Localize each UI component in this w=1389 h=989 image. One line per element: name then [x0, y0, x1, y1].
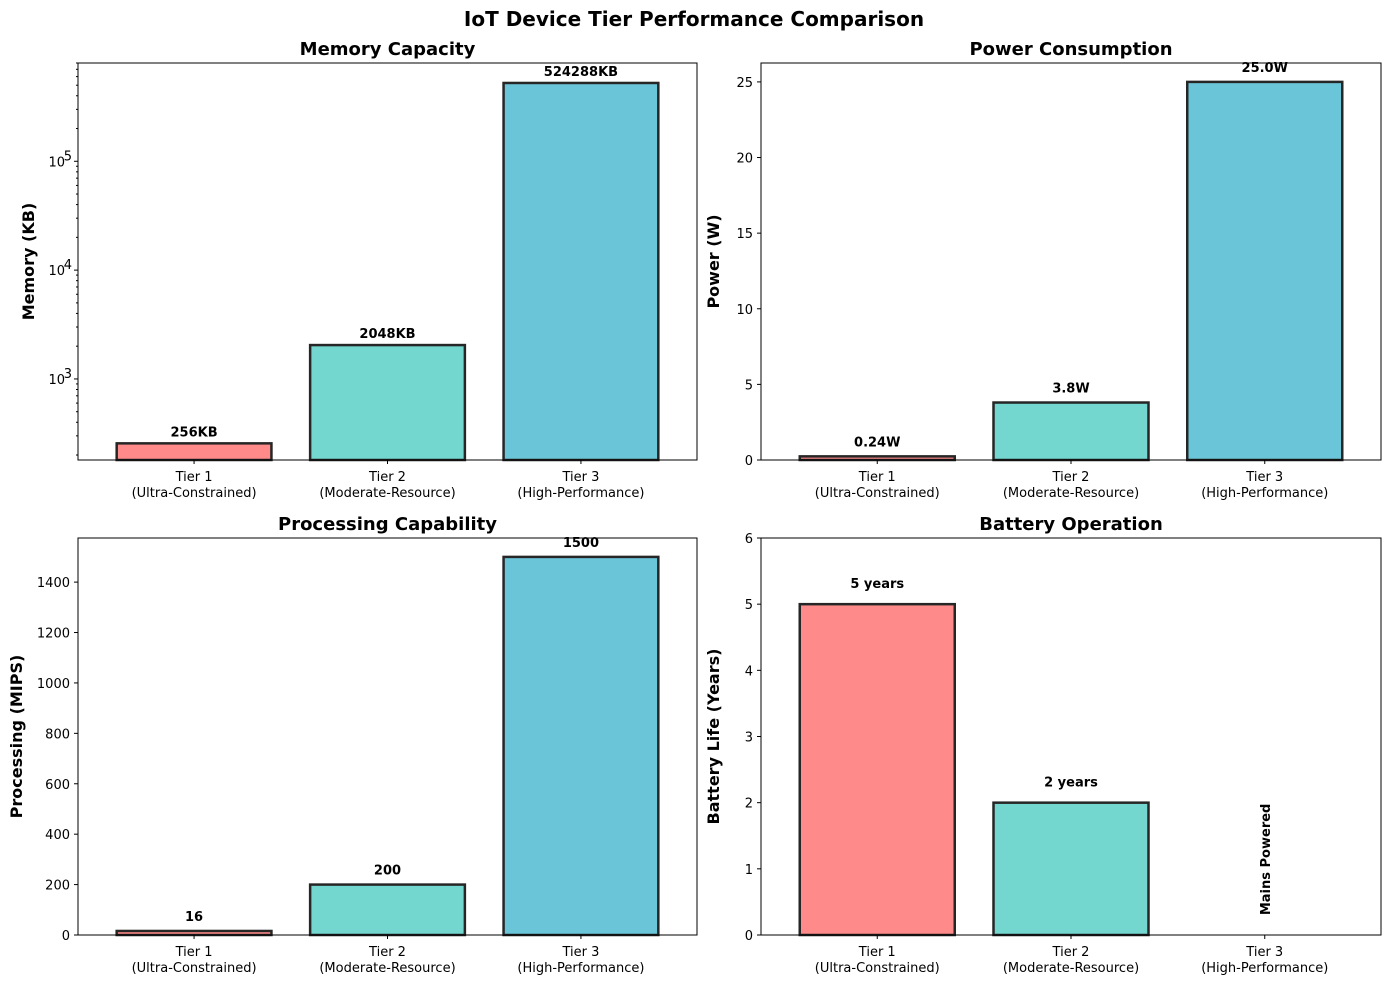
panel-1: Memory Capacity Memory (KB) 256KB Tier 1(Ul… [19, 39, 698, 501]
y-tick-label: 20 [736, 152, 753, 167]
panel-2: Power Consumption Power (W) 0.24W Tier 1(Ul… [704, 39, 1382, 501]
bar-1 [115, 929, 273, 937]
value-label: 2 years [1044, 776, 1098, 791]
axes-frame [77, 62, 698, 461]
x-tick-label: (High-Performance) [1201, 486, 1328, 501]
x-tick-label: (Ultra-Constrained) [132, 486, 257, 501]
y-tick-label: 4 [745, 664, 753, 679]
value-label: 524288KB [544, 65, 618, 80]
y-tick-label: 0 [745, 929, 753, 944]
y-tick-label: 3 [745, 731, 753, 746]
panel-title: Memory Capacity [300, 39, 476, 60]
y-tick-label: 15 [736, 227, 753, 242]
y-tick-label: 5 [745, 598, 753, 613]
y-tick-exponent: 4 [64, 258, 72, 273]
figure-title: IoT Device Tier Performance Comparison [464, 7, 924, 31]
x-tick-label: Tier 2 [368, 470, 406, 485]
x-tick-label: (High-Performance) [517, 961, 644, 976]
value-label: 1500 [563, 536, 599, 551]
bar-2 [992, 401, 1150, 462]
x-tick-label: Tier 3 [561, 470, 599, 485]
x-tick-label: (Moderate-Resource) [1003, 961, 1139, 976]
bar-1 [798, 455, 956, 462]
bar-2 [992, 801, 1150, 937]
value-label: 0.24W [854, 435, 900, 450]
y-tick-label: 400 [45, 828, 70, 843]
y-tick-label: 10 [736, 303, 753, 318]
y-tick-label: 5 [745, 378, 753, 393]
x-tick-label: (Moderate-Resource) [1003, 486, 1139, 501]
y-tick-label: 10 [48, 373, 65, 388]
bar-2 [308, 343, 467, 462]
x-tick-label: (Ultra-Constrained) [815, 486, 940, 501]
y-axis-label: Memory (KB) [19, 203, 38, 321]
x-tick-label: Tier 3 [1245, 470, 1283, 485]
y-tick-label: 0 [62, 929, 70, 944]
y-tick-label: 10 [48, 155, 65, 170]
y-tick-label: 1 [745, 863, 753, 878]
value-label: Mains Powered [1259, 804, 1274, 916]
y-tick-label: 6 [745, 532, 753, 547]
x-tick-label: (High-Performance) [517, 486, 644, 501]
value-label: 5 years [850, 577, 904, 592]
y-tick-label: 800 [45, 727, 70, 742]
y-axis-label: Power (W) [704, 214, 723, 308]
y-axis-label: Processing (MIPS) [7, 655, 26, 819]
y-tick-label: 25 [736, 76, 753, 91]
value-label: 25.0W [1242, 61, 1288, 76]
bar-1 [115, 442, 273, 462]
y-tick-label: 600 [45, 778, 70, 793]
x-tick-label: Tier 2 [1052, 945, 1090, 960]
bar-3 [502, 555, 660, 937]
value-label: 16 [185, 910, 203, 925]
panel-4: Battery Operation Battery Life (Years) 5 y… [704, 514, 1382, 976]
y-axis-label: Battery Life (Years) [704, 649, 723, 825]
axes-frame [77, 537, 698, 936]
x-tick-label: (Moderate-Resource) [319, 486, 455, 501]
y-tick-label: 2 [745, 797, 753, 812]
panel-title: Battery Operation [979, 514, 1163, 535]
panel-title: Power Consumption [969, 39, 1172, 60]
bar-1 [798, 602, 956, 937]
bar-2 [308, 883, 467, 937]
x-tick-label: Tier 3 [561, 945, 599, 960]
y-tick-label: 10 [48, 264, 65, 279]
y-tick-exponent: 3 [64, 367, 72, 382]
x-tick-label: (Ultra-Constrained) [132, 961, 257, 976]
panel-title: Processing Capability [278, 514, 497, 535]
bar-3 [1186, 80, 1344, 462]
x-tick-label: Tier 3 [1245, 945, 1283, 960]
x-tick-label: (Ultra-Constrained) [815, 961, 940, 976]
value-label: 3.8W [1052, 382, 1089, 397]
value-label: 2048KB [359, 327, 415, 342]
value-label: 200 [374, 864, 401, 879]
x-tick-label: Tier 2 [1052, 470, 1090, 485]
axes-frame [760, 537, 1382, 936]
x-tick-label: Tier 1 [175, 470, 213, 485]
x-tick-label: Tier 1 [175, 945, 213, 960]
panel-3: Processing Capability Processing (MIPS) 16… [7, 514, 698, 976]
y-tick-label: 1200 [37, 627, 70, 642]
x-tick-label: Tier 1 [858, 470, 896, 485]
x-tick-label: (Moderate-Resource) [319, 961, 455, 976]
x-tick-label: Tier 2 [368, 945, 406, 960]
x-tick-label: Tier 1 [858, 945, 896, 960]
y-tick-exponent: 5 [64, 149, 72, 164]
y-tick-label: 0 [745, 454, 753, 469]
x-tick-label: (High-Performance) [1201, 961, 1328, 976]
value-label: 256KB [171, 425, 218, 440]
bar-3 [502, 81, 660, 462]
y-tick-label: 200 [45, 879, 70, 894]
y-tick-label: 1000 [37, 677, 70, 692]
y-tick-label: 1400 [37, 576, 70, 591]
axes-frame [760, 62, 1382, 461]
